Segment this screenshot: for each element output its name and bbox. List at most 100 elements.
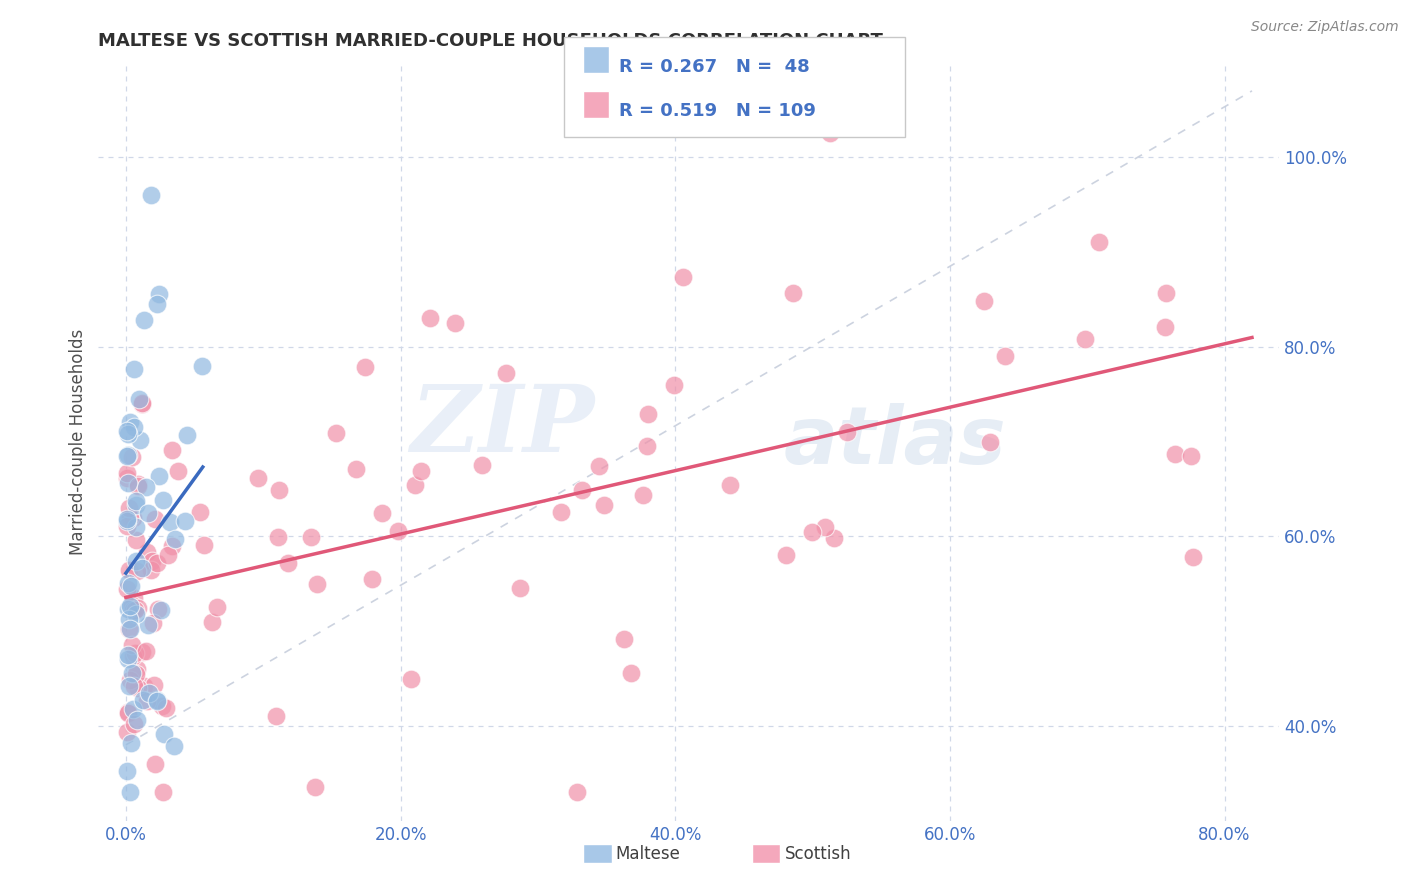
Point (117, 424, 139, 438)
Point (174, 514, 197, 528)
Point (835, 425, 858, 439)
Point (387, 524, 409, 538)
Point (143, 678, 166, 692)
Point (125, 520, 148, 534)
Point (973, 294, 995, 309)
Point (127, 479, 149, 493)
Point (613, 632, 636, 647)
Point (117, 427, 139, 442)
Point (131, 397, 153, 411)
Point (124, 646, 146, 660)
Point (588, 458, 610, 473)
Point (120, 579, 142, 593)
Point (117, 648, 139, 663)
Point (159, 515, 181, 529)
Text: Maltese: Maltese (616, 845, 681, 863)
Point (122, 591, 145, 606)
Point (122, 649, 145, 664)
Point (121, 666, 143, 681)
Point (120, 736, 142, 750)
Point (117, 705, 139, 719)
Point (139, 563, 162, 577)
Text: R = 0.519   N = 109: R = 0.519 N = 109 (619, 103, 815, 120)
Point (160, 539, 183, 553)
Point (122, 420, 145, 434)
Point (1182, 549, 1205, 564)
Point (117, 652, 139, 666)
Point (146, 601, 169, 615)
Point (1087, 235, 1109, 249)
Point (267, 483, 290, 497)
Point (143, 757, 166, 772)
Point (818, 127, 841, 141)
Point (205, 599, 228, 614)
Point (117, 514, 139, 528)
Point (152, 493, 174, 508)
Point (495, 366, 517, 380)
Point (148, 469, 170, 483)
Point (117, 467, 139, 481)
Point (121, 598, 143, 612)
Text: Source: ZipAtlas.com: Source: ZipAtlas.com (1251, 20, 1399, 34)
Point (672, 270, 695, 285)
Point (118, 785, 141, 799)
Point (131, 645, 153, 659)
Point (344, 462, 367, 476)
Point (125, 713, 148, 727)
Point (145, 693, 167, 707)
Point (117, 471, 139, 485)
Point (201, 615, 224, 629)
Point (188, 505, 211, 519)
Point (193, 538, 215, 552)
Point (125, 533, 148, 547)
Point (979, 434, 1001, 449)
Point (118, 673, 141, 687)
Point (277, 556, 299, 570)
Point (419, 311, 441, 326)
Point (782, 286, 804, 301)
Point (141, 554, 163, 568)
Point (125, 667, 148, 681)
Point (150, 698, 173, 713)
Point (411, 464, 433, 478)
Point (823, 531, 845, 545)
Point (1153, 320, 1175, 334)
Point (117, 512, 139, 526)
Point (118, 500, 141, 515)
Point (118, 510, 141, 524)
Y-axis label: Married-couple Households: Married-couple Households (69, 328, 87, 555)
Point (118, 599, 141, 613)
Point (162, 739, 184, 753)
Point (127, 681, 149, 696)
Point (117, 601, 139, 615)
Point (325, 426, 347, 441)
Point (143, 512, 166, 526)
Point (117, 725, 139, 739)
Point (307, 577, 329, 591)
Point (118, 415, 141, 429)
Point (361, 572, 384, 586)
Text: Scottish: Scottish (785, 845, 851, 863)
Point (117, 582, 139, 596)
Point (153, 727, 176, 741)
Point (146, 556, 169, 570)
Point (176, 428, 198, 442)
Point (122, 510, 145, 524)
Point (299, 529, 322, 543)
Point (136, 506, 159, 520)
Point (565, 785, 588, 799)
Point (399, 672, 422, 686)
Point (631, 487, 654, 501)
Point (127, 601, 149, 615)
Point (117, 764, 139, 778)
Point (550, 505, 572, 519)
Point (132, 693, 155, 707)
Point (148, 286, 170, 301)
Point (718, 478, 741, 492)
Point (118, 564, 141, 578)
Point (1073, 332, 1095, 346)
Point (150, 603, 173, 617)
Point (139, 188, 162, 202)
Point (1180, 450, 1202, 464)
Point (121, 603, 143, 617)
